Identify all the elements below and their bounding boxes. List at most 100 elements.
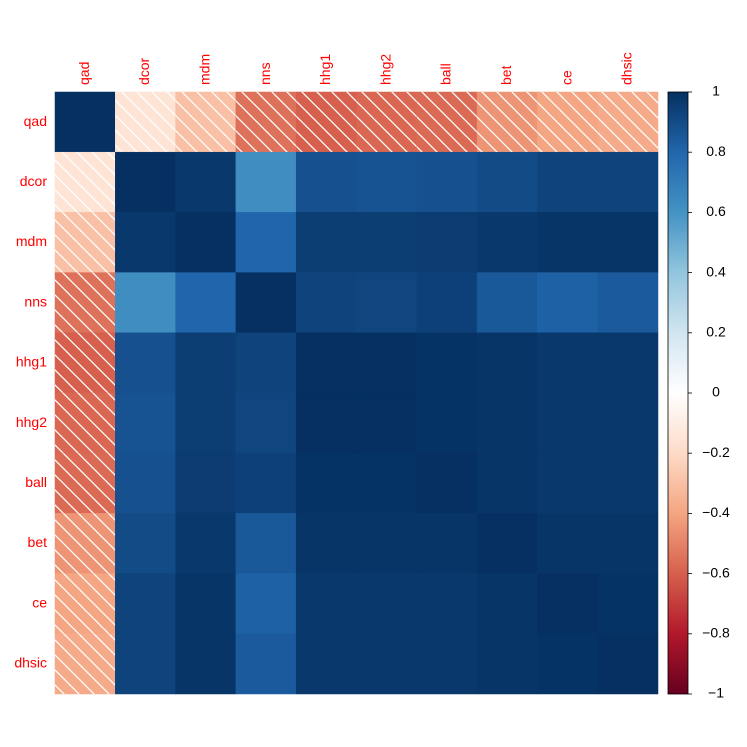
row-label: hhg2 — [16, 414, 47, 430]
cell — [356, 573, 418, 635]
cell — [115, 212, 176, 273]
cell — [476, 573, 538, 635]
cell — [175, 452, 237, 514]
cell — [597, 633, 659, 695]
cell — [235, 452, 297, 514]
cell — [537, 151, 598, 213]
cell — [416, 212, 478, 273]
cell — [175, 212, 237, 273]
column-label: hhg1 — [317, 54, 333, 85]
row-label: nns — [24, 293, 47, 309]
colorbar-tick-label: 0 — [712, 384, 720, 400]
cell — [416, 392, 478, 454]
hatch — [175, 92, 236, 153]
cell — [537, 452, 598, 514]
cell — [235, 392, 297, 454]
cell — [416, 332, 478, 394]
column-label: dcor — [136, 57, 152, 85]
cell — [597, 452, 659, 514]
cell — [235, 212, 297, 273]
hatch — [537, 92, 598, 153]
cell — [537, 332, 598, 394]
cell — [115, 332, 176, 394]
cell — [295, 151, 357, 213]
hatch — [55, 633, 116, 694]
row-label: ce — [32, 594, 47, 610]
column-label: bet — [498, 65, 514, 85]
colorbar-tick-label: 0.2 — [706, 324, 726, 340]
cell — [115, 573, 176, 635]
cell — [356, 452, 418, 514]
cell — [597, 392, 659, 454]
cell — [597, 272, 659, 334]
cell — [537, 212, 598, 273]
cell — [175, 573, 237, 635]
cell — [537, 633, 598, 695]
column-label: nns — [257, 62, 273, 85]
cell — [416, 452, 478, 514]
row-label: hhg1 — [16, 354, 47, 370]
cell — [235, 633, 297, 695]
cell — [115, 151, 176, 213]
cell — [476, 212, 538, 273]
column-label: ce — [558, 70, 574, 85]
cell — [356, 633, 418, 695]
cell — [175, 392, 237, 454]
cell — [175, 151, 237, 213]
column-label: dhsic — [619, 52, 635, 85]
row-label: ball — [25, 474, 47, 490]
cell — [295, 332, 357, 394]
cell — [597, 151, 659, 213]
cell — [295, 633, 357, 695]
cell — [597, 573, 659, 635]
hatch — [356, 92, 417, 153]
cell — [175, 332, 237, 394]
hatch — [55, 513, 116, 574]
cell — [476, 272, 538, 334]
hatch — [55, 573, 116, 634]
column-label: qad — [76, 62, 92, 85]
hatch — [296, 92, 357, 153]
cell — [476, 332, 538, 394]
colorbar-tick-label: 0.6 — [706, 203, 726, 219]
hatch — [55, 152, 116, 213]
cell — [416, 151, 478, 213]
cell — [537, 392, 598, 454]
cell — [235, 151, 297, 213]
cell — [597, 212, 659, 273]
hatch — [55, 212, 116, 273]
colorbar-tick-label: −1 — [708, 685, 724, 701]
cell — [537, 573, 598, 635]
hatch — [55, 453, 116, 514]
row-label: bet — [28, 534, 48, 550]
row-label: dcor — [20, 173, 48, 189]
cell — [356, 332, 418, 394]
colorbar-tick-label: −0.2 — [702, 444, 730, 460]
hatch — [55, 393, 116, 454]
column-label: mdm — [196, 54, 212, 85]
colorbar-tick-label: 1 — [712, 83, 720, 99]
cell — [476, 151, 538, 213]
cell — [476, 513, 538, 574]
hatch — [416, 92, 478, 153]
cell — [476, 452, 538, 514]
row-label: mdm — [16, 233, 47, 249]
cell — [597, 332, 659, 394]
cell — [295, 212, 357, 273]
cell — [476, 633, 538, 695]
colorbar-tick-label: −0.8 — [702, 625, 730, 641]
hatch — [235, 92, 297, 153]
cell — [356, 272, 418, 334]
cell — [537, 272, 598, 334]
cell — [537, 513, 598, 574]
cell — [356, 513, 418, 574]
cell — [235, 272, 297, 334]
cell — [356, 392, 418, 454]
cell — [356, 151, 418, 213]
cell — [175, 513, 237, 574]
cell — [356, 212, 418, 273]
cell — [175, 272, 237, 334]
cell — [235, 332, 297, 394]
row-label: qad — [24, 113, 47, 129]
